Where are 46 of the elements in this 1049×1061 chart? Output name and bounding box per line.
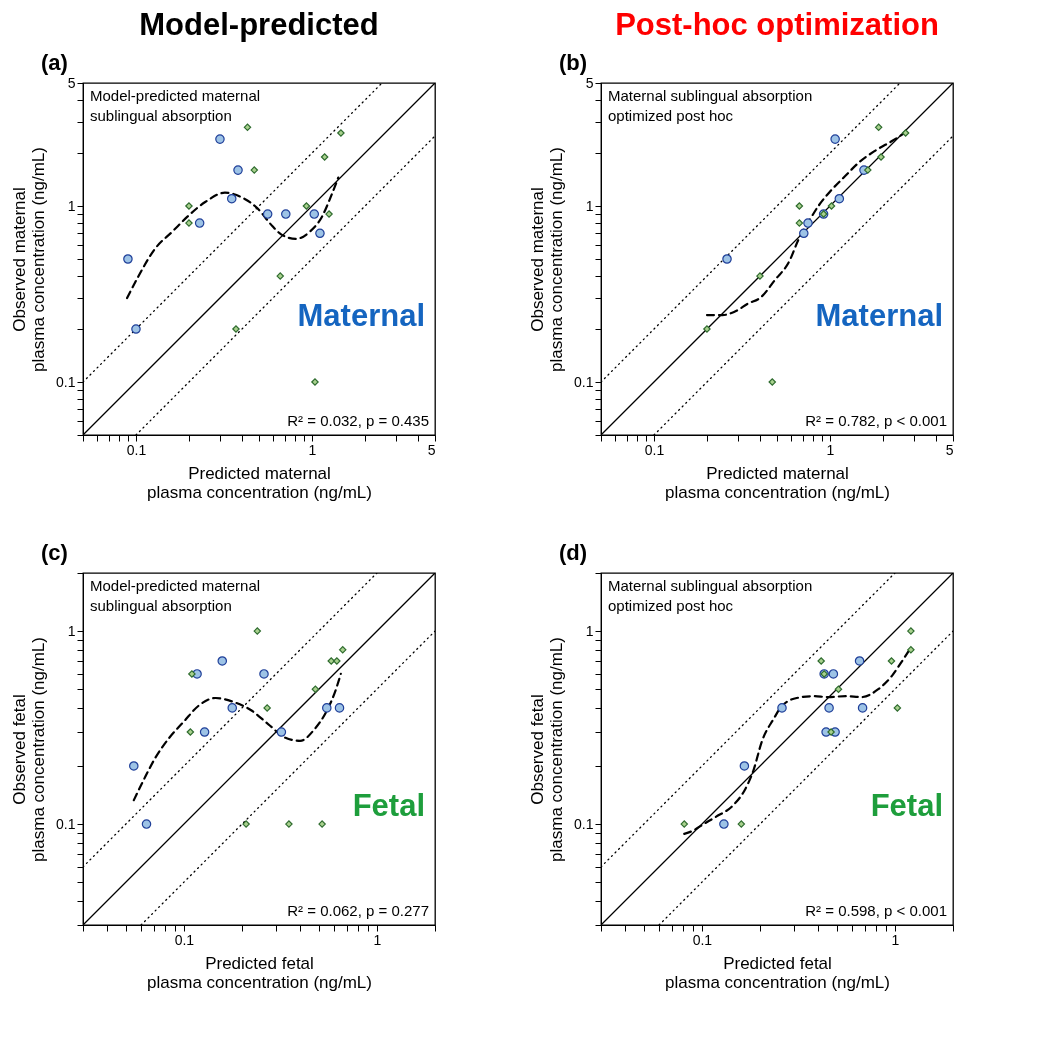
y-tick-label: 1 [585, 197, 594, 214]
x-tick-label: 0.1 [174, 931, 195, 948]
annotation: Maternal sublingual absorption optimized post hoc [608, 87, 813, 124]
y-axis-title: Observed fetal plasma concentration (ng/mL) [528, 637, 567, 862]
y-tick-label: 5 [585, 74, 594, 91]
x-tick-label: 1 [826, 441, 835, 458]
x-tick-label: 5 [427, 441, 436, 458]
y-tick-label: 0.1 [56, 815, 76, 832]
annotation: Model-predicted maternal sublingual absorption [90, 87, 261, 124]
y-tick-label: 0.1 [574, 373, 594, 390]
y-tick-label: 1 [67, 622, 76, 639]
x-tick-label: 1 [373, 931, 382, 948]
x-tick-label: 1 [891, 931, 900, 948]
annotation: Maternal [815, 298, 943, 334]
text: (d) [559, 540, 588, 565]
y-tick-label: 5 [67, 74, 76, 91]
y-axis-title: Observed fetal plasma concentration (ng/mL) [10, 637, 49, 862]
annotation: Model-predicted maternal sublingual absorption [90, 577, 261, 614]
x-tick-label: 0.1 [644, 441, 665, 458]
y-axis-title: Observed maternal plasma concentration (ng/mL) [10, 147, 49, 372]
y-axis-title: Observed maternal plasma concentration (ng/mL) [528, 147, 567, 372]
y-tick-label: 0.1 [574, 815, 594, 832]
y-tick-label: 1 [67, 197, 76, 214]
x-axis-title: Predicted maternal plasma concentration (ng/mL) [147, 463, 372, 502]
annotation: Maternal [297, 298, 425, 334]
chart-title: Model-predicted [139, 7, 379, 42]
y-tick-label: 0.1 [56, 373, 76, 390]
annotation: Maternal sublingual absorption optimized post hoc [608, 577, 813, 614]
annotation: R² = 0.032, p = 0.435 [287, 412, 429, 429]
x-tick-label: 0.1 [692, 931, 713, 948]
y-tick-label: 1 [585, 622, 594, 639]
x-tick-label: 5 [945, 441, 954, 458]
x-axis-title: Predicted maternal plasma concentration (ng/mL) [665, 463, 890, 502]
x-tick-label: 1 [308, 441, 317, 458]
x-axis-title: Predicted fetal plasma concentration (ng/mL) [665, 953, 890, 992]
annotation: Fetal [352, 788, 425, 824]
text: (a) [41, 50, 68, 75]
annotation: R² = 0.598, p < 0.001 [805, 902, 947, 919]
text: (b) [559, 50, 588, 75]
x-tick-label: 0.1 [126, 441, 147, 458]
chart-title: Post-hoc optimization [615, 7, 939, 42]
annotation: R² = 0.782, p < 0.001 [805, 412, 947, 429]
annotation: Fetal [870, 788, 943, 824]
x-axis-title: Predicted fetal plasma concentration (ng/mL) [147, 953, 372, 992]
text: (c) [41, 540, 68, 565]
annotation: R² = 0.062, p = 0.277 [287, 902, 429, 919]
